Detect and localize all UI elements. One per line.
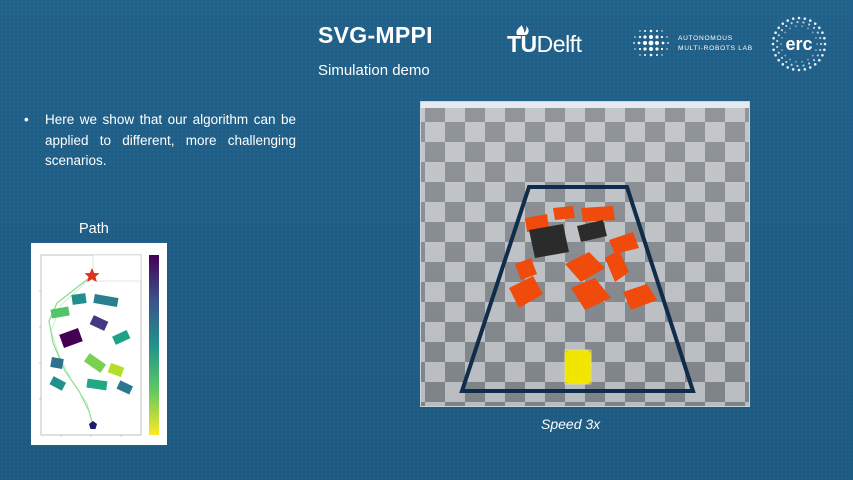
bullet-text: Here we show that our algorithm can be a… <box>45 112 296 168</box>
flame-icon <box>516 25 529 35</box>
slide-title: SVG-MPPI <box>318 22 433 48</box>
bullet-list: • Here we show that our algorithm can be… <box>24 110 296 172</box>
video-caption: Speed 3x <box>541 416 601 432</box>
tudelft-logo: TUDelft <box>507 22 602 62</box>
erc-logo: erc <box>771 16 827 72</box>
goal-star-icon <box>84 268 100 282</box>
erc-wordmark: erc <box>785 34 812 54</box>
amr-lab-wordmark: AUTONOMOUS MULTI-ROBOTS LAB <box>678 35 753 52</box>
dot-cluster-icon <box>633 29 669 57</box>
start-marker-icon <box>89 421 97 429</box>
bullet-dot: • <box>24 112 29 127</box>
erc-star-ring-icon: erc <box>771 16 827 72</box>
amr-lab-logo: AUTONOMOUS MULTI-ROBOTS LAB <box>631 26 761 60</box>
path-plot-image <box>31 243 167 445</box>
tudelft-wordmark: TUDelft <box>507 31 582 57</box>
slide-subtitle: Simulation demo <box>318 62 430 79</box>
simulation-view <box>420 101 750 407</box>
path-label: Path <box>79 221 109 237</box>
robot-icon <box>564 349 592 385</box>
